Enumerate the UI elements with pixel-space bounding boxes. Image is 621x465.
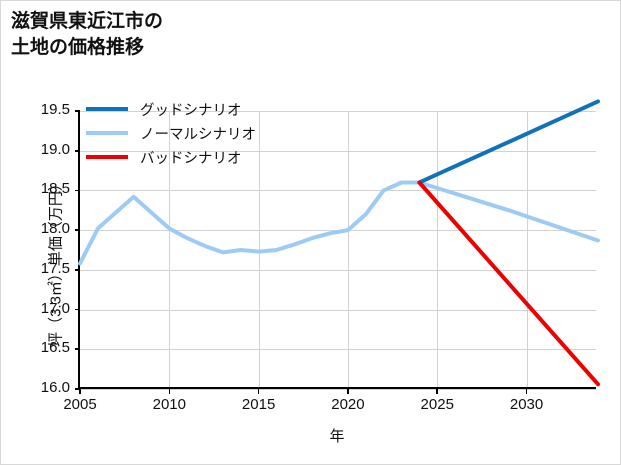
x-tick-label: 2020 <box>331 396 365 413</box>
legend-swatch-normal-icon <box>86 131 128 135</box>
page-title: 滋賀県東近江市の 土地の価格推移 <box>11 11 164 58</box>
gridline-vertical <box>347 111 349 387</box>
y-tick-mark <box>75 269 80 271</box>
y-tick-label: 19.0 <box>40 140 70 158</box>
gridline-horizontal <box>80 349 596 351</box>
x-tick-label: 2015 <box>241 396 276 413</box>
x-tick-mark <box>525 389 528 394</box>
legend-item-good: グッドシナリオ <box>86 97 256 121</box>
plot-area: 16.0 16.5 17.0 17.5 18.0 18.5 19.0 19.5 2005 201… <box>41 99 600 413</box>
x-tick-mark <box>79 389 81 394</box>
legend: グッドシナリオ ノーマルシナリオ バッドシナリオ <box>86 97 256 169</box>
y-tick-label: 17.5 <box>40 259 70 277</box>
x-tick-mark <box>257 389 260 394</box>
gridline-vertical <box>526 111 528 387</box>
y-tick-mark <box>75 189 80 192</box>
x-tick-mark <box>436 389 439 394</box>
y-tick-mark <box>75 348 80 351</box>
line-bad-scenario <box>417 180 600 387</box>
x-tick-mark <box>347 389 349 394</box>
gridline-horizontal <box>80 150 596 152</box>
x-tick-mark <box>168 389 171 394</box>
line-normal-scenario <box>78 180 600 266</box>
gridline-vertical <box>169 111 171 387</box>
x-axis-label: 年 <box>329 428 345 445</box>
y-tick-label: 17.0 <box>40 299 70 317</box>
x-tick-label: 2030 <box>509 396 544 413</box>
line-good-scenario <box>417 99 600 185</box>
x-tick-label: 2025 <box>420 396 454 413</box>
data-lines <box>78 99 600 387</box>
legend-swatch-good-icon <box>86 107 128 111</box>
gridline-horizontal <box>80 269 596 271</box>
gridline-horizontal <box>80 190 596 192</box>
y-tick-label: 19.5 <box>40 101 70 118</box>
legend-label-good: グッドシナリオ <box>140 102 242 119</box>
gridline-horizontal <box>80 309 596 311</box>
legend-item-normal: ノーマルシナリオ <box>86 121 256 145</box>
legend-item-bad: バッドシナリオ <box>86 145 256 169</box>
y-tick-mark <box>75 149 80 152</box>
gridline-horizontal <box>80 389 596 390</box>
x-tick-label: 2005 <box>63 396 97 413</box>
y-tick-label: 16.0 <box>40 379 70 396</box>
y-tick-label: 16.5 <box>40 339 70 357</box>
gridline-vertical <box>437 111 439 387</box>
y-tick-label: 18.5 <box>40 180 70 198</box>
legend-label-normal: ノーマルシナリオ <box>140 126 256 143</box>
x-tick-label: 2010 <box>152 396 186 413</box>
gridline-horizontal <box>80 111 596 112</box>
y-tick-label: 18.0 <box>40 220 70 238</box>
y-tick-mark <box>75 388 80 390</box>
y-tick-mark <box>75 308 80 311</box>
y-tick-mark <box>75 229 80 231</box>
legend-label-bad: バッドシナリオ <box>140 150 242 167</box>
legend-swatch-bad-icon <box>86 155 128 159</box>
gridline-vertical <box>258 111 260 387</box>
y-tick-mark <box>75 110 80 112</box>
